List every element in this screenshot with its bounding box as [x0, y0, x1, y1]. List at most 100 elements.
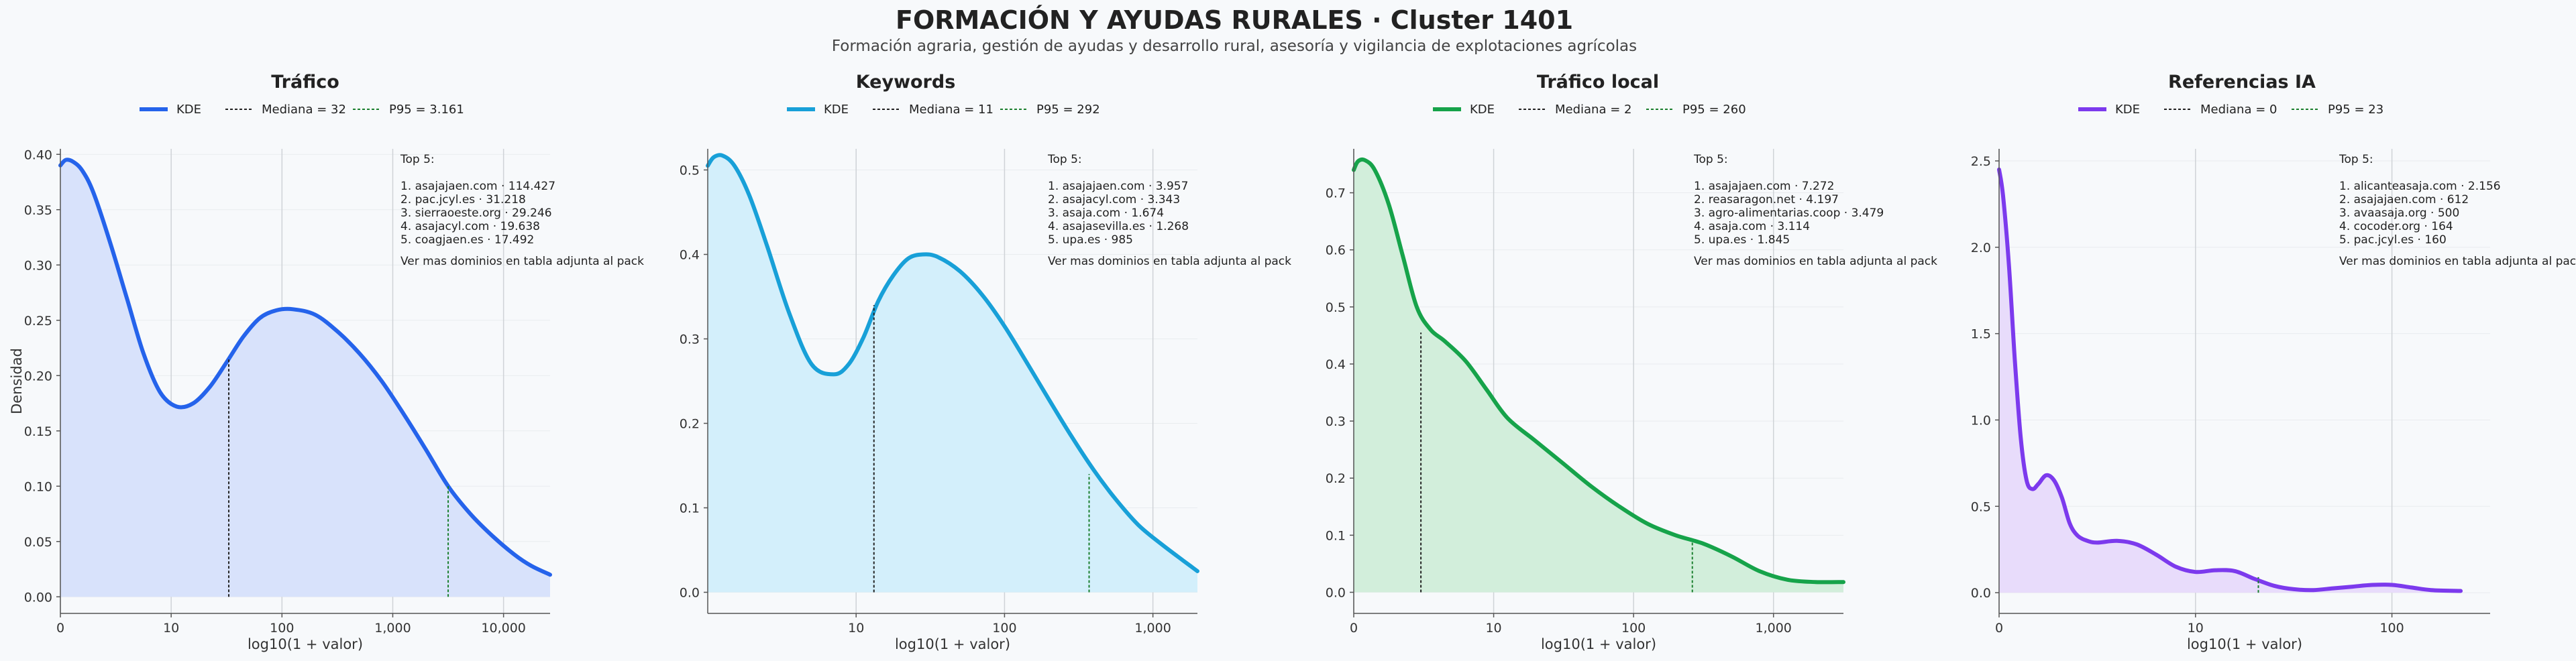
x-tick-label: 100 — [1621, 621, 1646, 636]
x-tick-label: 100 — [992, 621, 1016, 636]
figure-subtitle: Formación agraria, gestión de ayudas y d… — [832, 38, 1637, 55]
legend-kde-label: KDE — [1470, 103, 1495, 117]
y-tick-label: 0.6 — [1326, 243, 1346, 258]
kde-area — [60, 160, 550, 597]
kde-area — [708, 155, 1197, 593]
x-tick-label: 10 — [848, 621, 864, 636]
legend-kde-label: KDE — [2115, 103, 2140, 117]
annotation-footer: Ver mas dominios en tabla adjunta al pac… — [1048, 255, 1291, 268]
legend-median-label: Mediana = 11 — [909, 103, 994, 117]
annotation-item: 2. asajajaen.com · 612 — [2339, 193, 2469, 206]
x-tick-label: 0 — [56, 621, 64, 636]
x-tick-label: 1,000 — [1134, 621, 1171, 636]
annotation-item: 5. pac.jcyl.es · 160 — [2339, 233, 2447, 247]
annotation-item: 4. asaja.com · 3.114 — [1694, 220, 1810, 233]
x-axis-label: log10(1 + valor) — [248, 636, 363, 652]
chart-panel-1: Tráfico KDE Mediana = 32 P95 = 3.161 0.00 0.0… — [9, 72, 644, 652]
annotation-item: 4. cocoder.org · 164 — [2339, 220, 2453, 233]
y-tick-label: 2.5 — [1971, 154, 1991, 169]
legend-kde-label: KDE — [824, 103, 849, 117]
x-tick-label: 10 — [2188, 621, 2204, 636]
legend-kde-label: KDE — [176, 103, 201, 117]
y-tick-label: 0.35 — [24, 203, 52, 218]
legend: KDE Mediana = 2 P95 = 260 — [1433, 103, 1746, 117]
chart-panel-3: Tráfico local KDE Mediana = 2 P95 = 260 0.0 0… — [1326, 72, 1937, 652]
x-tick-label: 0 — [1995, 621, 2003, 636]
annotation-footer: Ver mas dominios en tabla adjunta al pac… — [400, 255, 644, 268]
annotation-item: 4. asajacyl.com · 19.638 — [400, 220, 540, 233]
y-tick-label: 1.5 — [1971, 327, 1991, 342]
y-tick-label: 0.10 — [24, 479, 52, 494]
annotation-item: 5. coagjaen.es · 17.492 — [400, 233, 534, 247]
y-tick-label: 0.0 — [1971, 586, 1991, 601]
annotation-item: 5. upa.es · 1.845 — [1694, 233, 1790, 247]
y-tick-label: 0.0 — [680, 586, 700, 601]
annotation-item: 3. avaasaja.org · 500 — [2339, 206, 2459, 220]
legend: KDE Mediana = 11 P95 = 292 — [787, 103, 1100, 117]
legend-median-label: Mediana = 0 — [2200, 103, 2277, 117]
x-tick-label: 1,000 — [374, 621, 411, 636]
y-tick-label: 0.15 — [24, 424, 52, 439]
x-tick-label: 10,000 — [481, 621, 525, 636]
annotation-item: 1. asajajaen.com · 7.272 — [1694, 180, 1834, 193]
annotation-item: 3. asaja.com · 1.674 — [1048, 206, 1164, 220]
y-tick-label: 0.30 — [24, 258, 52, 273]
y-tick-label: 0.3 — [1326, 414, 1346, 429]
y-tick-label: 1.0 — [1971, 413, 1991, 428]
x-axis-label: log10(1 + valor) — [1541, 636, 1656, 652]
panel-title: Tráfico — [271, 72, 339, 93]
annotation-heading: Top 5: — [400, 153, 435, 166]
figure-title: FORMACIÓN Y AYUDAS RURALES · Cluster 140… — [896, 5, 1573, 35]
y-tick-label: 0.5 — [1971, 499, 1991, 514]
annotation-heading: Top 5: — [1047, 153, 1082, 166]
legend-median-label: Mediana = 2 — [1555, 103, 1631, 117]
legend-p95-label: P95 = 260 — [1682, 103, 1746, 117]
y-tick-label: 0.40 — [24, 147, 52, 162]
y-tick-label: 0.2 — [680, 417, 700, 432]
legend: KDE Mediana = 32 P95 = 3.161 — [140, 103, 464, 117]
legend-p95-label: P95 = 3.161 — [389, 103, 464, 117]
chart-panel-4: Referencias IA KDE Mediana = 0 P95 = 23 0.0 0… — [1971, 72, 2576, 652]
y-tick-label: 0.05 — [24, 535, 52, 550]
x-tick-label: 100 — [2379, 621, 2404, 636]
kde-line — [58, 158, 552, 577]
annotation-item: 5. upa.es · 985 — [1048, 233, 1133, 247]
y-tick-label: 0.5 — [1326, 300, 1346, 315]
y-tick-label: 0.00 — [24, 590, 52, 605]
y-tick-label: 0.4 — [680, 248, 700, 263]
annotation-item: 3. sierraoeste.org · 29.246 — [400, 206, 552, 220]
annotation-item: 1. asajajaen.com · 114.427 — [400, 180, 555, 193]
kde-line — [1352, 157, 1845, 585]
panel-title: Keywords — [856, 72, 956, 93]
annotation-heading: Top 5: — [1693, 153, 1728, 166]
x-axis-label: log10(1 + valor) — [2187, 636, 2302, 652]
x-tick-label: 10 — [1485, 621, 1501, 636]
annotation-item: 2. reasaragon.net · 4.197 — [1694, 193, 1839, 206]
y-tick-label: 0.4 — [1326, 357, 1346, 372]
legend-p95-label: P95 = 23 — [2328, 103, 2383, 117]
y-tick-label: 0.1 — [1326, 528, 1346, 543]
panel-title: Referencias IA — [2168, 72, 2316, 93]
legend-p95-label: P95 = 292 — [1036, 103, 1100, 117]
annotation-item: 4. asajasevilla.es · 1.268 — [1048, 220, 1189, 233]
annotation-item: 2. pac.jcyl.es · 31.218 — [400, 193, 526, 206]
panel-title: Tráfico local — [1537, 72, 1659, 93]
x-tick-label: 0 — [1350, 621, 1358, 636]
y-tick-label: 0.5 — [680, 164, 700, 178]
legend-median-label: Mediana = 32 — [262, 103, 346, 117]
y-tick-label: 0.20 — [24, 369, 52, 383]
y-tick-label: 0.2 — [1326, 471, 1346, 486]
x-tick-label: 1,000 — [1756, 621, 1792, 636]
kde-line — [1997, 167, 2463, 593]
annotation-footer: Ver mas dominios en tabla adjunta al pac… — [2339, 255, 2576, 268]
annotation-footer: Ver mas dominios en tabla adjunta al pac… — [1694, 255, 1937, 268]
chart-panel-2: Keywords KDE Mediana = 11 P95 = 292 0.0 0.1 0.… — [680, 72, 1291, 652]
y-axis-label: Densidad — [9, 348, 25, 414]
kde-area — [1354, 159, 1843, 593]
annotation-heading: Top 5: — [2339, 153, 2373, 166]
